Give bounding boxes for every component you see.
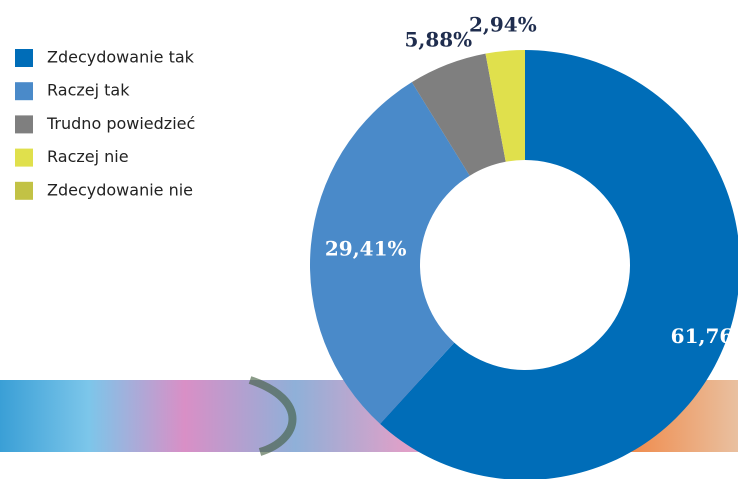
legend-label: Zdecydowanie tak xyxy=(47,48,195,67)
legend: Zdecydowanie tak Raczej tak Trudno powiedz… xyxy=(15,48,195,200)
donut-slice xyxy=(411,53,506,176)
legend-swatch xyxy=(15,82,33,101)
value-label: 5,88% xyxy=(404,28,472,52)
donut: 61,76% 29,41% 5,88%2,94% xyxy=(310,13,738,479)
legend-label: Zdecydowanie nie xyxy=(47,180,193,199)
legend-label: Raczej tak xyxy=(47,81,130,100)
legend-swatch xyxy=(15,49,33,67)
legend-swatch xyxy=(15,115,33,134)
legend-swatch xyxy=(15,148,33,167)
value-label: 2,94% xyxy=(469,13,537,37)
donut-slice xyxy=(310,82,470,424)
value-label: 29,41% xyxy=(325,237,407,261)
legend-label: Trudno powiedzieć xyxy=(46,114,195,133)
legend-label: Raczej nie xyxy=(47,147,129,166)
photo-detail xyxy=(248,376,297,456)
legend-swatch xyxy=(15,181,33,200)
donut-slice xyxy=(380,50,738,479)
donut-slice xyxy=(485,50,525,162)
value-label: 61,76% xyxy=(671,324,738,348)
